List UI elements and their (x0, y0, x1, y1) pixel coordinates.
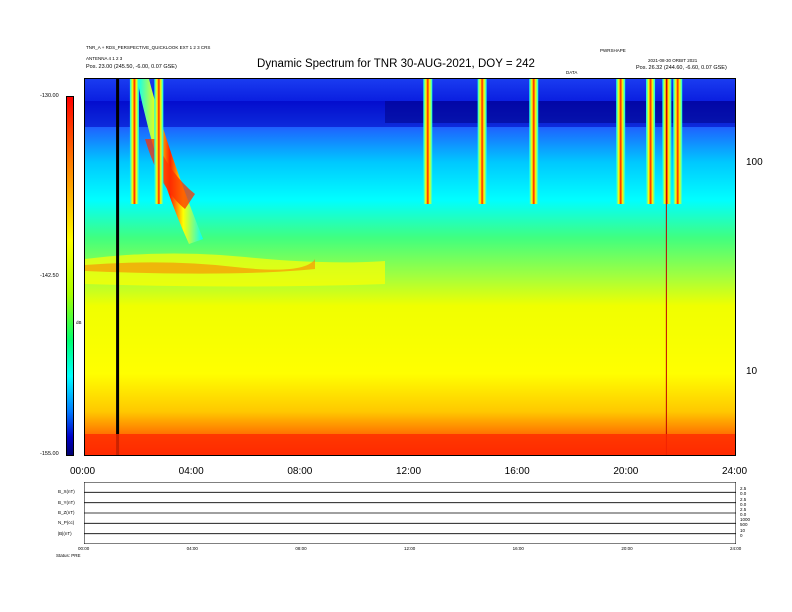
header-right-line-1: PWRSHAPE (600, 48, 626, 53)
colorbar (66, 96, 74, 456)
colorbar-tick-top: -130.00 (40, 93, 59, 99)
event-burst (477, 79, 487, 204)
chart-title: Dynamic Spectrum for TNR 30-AUG-2021, DO… (257, 58, 535, 70)
spectrum-svg (85, 79, 735, 455)
header-marker: DATA (566, 70, 578, 75)
event-burst (154, 79, 164, 204)
event-burst (529, 79, 539, 204)
header-left-line-3: Pos. 23.00 (245.50, -6.00, 0.07 GSE) (86, 64, 177, 70)
event-burst (673, 79, 683, 204)
event-burst (129, 79, 139, 204)
x-tick-label: 08:00 (287, 466, 313, 477)
x-tick-label: 24:00 (722, 466, 748, 477)
spectrum-panel (84, 78, 736, 456)
header-left-line-2: ANTENNA 4 1 2 3 (86, 56, 123, 61)
param-series-label: N_P(cc) (58, 520, 75, 526)
param-series-label: B_Y(nT) (58, 499, 75, 505)
param-panel-svg (84, 482, 736, 544)
param-right-tick: 10 (740, 527, 746, 533)
header-right-line-2: 2021-08-30 ORBIT 2021 (648, 58, 698, 63)
param-x-tick-label: 00:00 (78, 546, 90, 551)
event-burst (423, 79, 433, 204)
x-tick-label: 12:00 (396, 466, 422, 477)
param-right-tick: 0 (740, 532, 743, 538)
event-burst (646, 79, 656, 204)
y-tick-10: 10 (746, 366, 758, 377)
param-right-tick: 0.0 (740, 491, 747, 497)
colorbar-tick-mid: -142.50 (40, 273, 59, 279)
low-frequency-band (85, 434, 735, 455)
param-x-tick-label: 24:00 (730, 546, 742, 551)
param-x-tick-label: 12:00 (404, 546, 416, 551)
colorbar-tick-bottom: -155.00 (40, 451, 59, 457)
param-right-tick: 2.5 (740, 496, 747, 502)
x-tick-label: 04:00 (178, 466, 204, 477)
header-right-line-3: Pos. 26.32 (244.60, -6.60, 0.07 GSE) (636, 65, 727, 71)
dark-band-right (385, 101, 735, 123)
param-series-label: B_X(nT) (58, 489, 75, 495)
x-tick-label: 20:00 (613, 466, 639, 477)
param-x-tick-label: 08:00 (295, 546, 307, 551)
plasma-line-orange (85, 259, 315, 274)
status-footer: Status: PRE (56, 553, 81, 558)
param-right-tick: 0.0 (740, 501, 747, 507)
x-tick-label: 00:00 (70, 466, 96, 477)
colorbar-label: dB (76, 320, 82, 325)
param-series-label: B_Z(nT) (58, 510, 75, 515)
param-right-tick: 1000 (740, 517, 751, 523)
param-right-tick: 2.5 (740, 486, 747, 492)
param-series-label: |B|(nT) (58, 530, 72, 536)
header-left-line-1: TNR_A + RDS_PERSPECTIVE_QUICKLOOK EXT 1 … (86, 45, 211, 50)
y-tick-100: 100 (746, 157, 763, 168)
param-right-tick: 500 (740, 522, 748, 528)
param-right-tick: 2.5 (740, 507, 747, 512)
param-x-tick-label: 16:00 (512, 546, 524, 551)
param-x-tick-label: 20:00 (621, 546, 633, 551)
param-right-tick: 0.0 (740, 512, 747, 517)
event-burst (616, 79, 626, 204)
param-x-tick-label: 04:00 (186, 546, 198, 551)
x-tick-label: 16:00 (504, 466, 530, 477)
param-lines (84, 491, 736, 535)
